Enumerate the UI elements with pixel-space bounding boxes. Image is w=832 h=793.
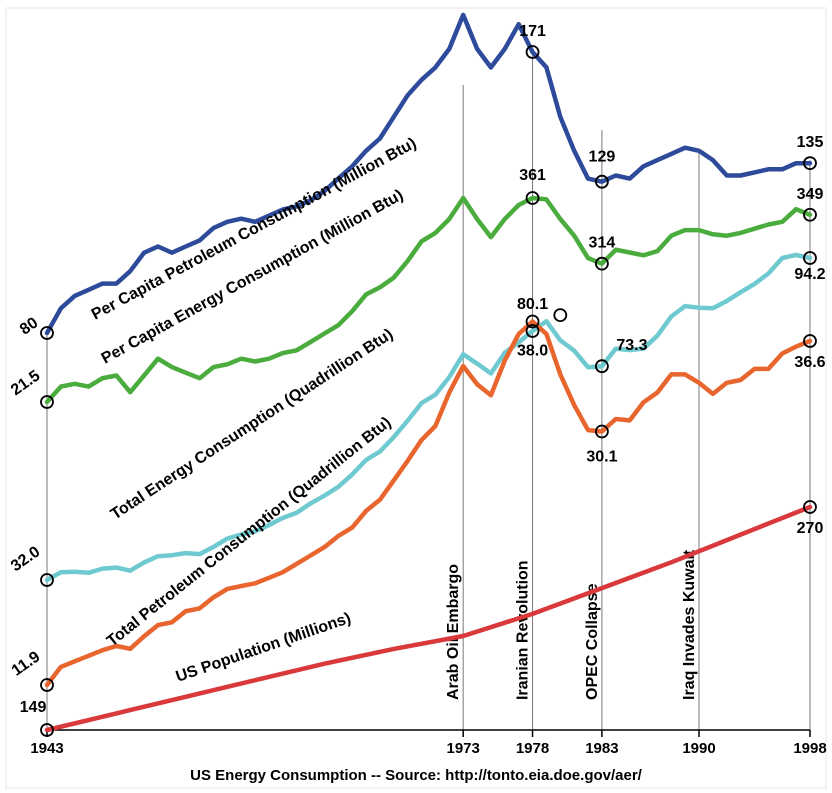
x-tick-label: 1978 — [516, 740, 549, 757]
data-point-marker — [595, 174, 609, 189]
data-value-label: 314 — [589, 235, 616, 252]
data-value-label: 349 — [797, 186, 824, 203]
data-value-label: 270 — [797, 520, 824, 537]
event-label: Iraq Invades Kuwait — [681, 549, 698, 700]
series-line — [44, 195, 813, 405]
data-value-label: 32.0 — [8, 543, 43, 575]
data-value-label: 361 — [519, 167, 546, 184]
series-line — [44, 319, 813, 688]
event-label-bg — [444, 560, 463, 702]
event-label-bg — [680, 534, 699, 702]
data-point-marker — [595, 256, 609, 271]
data-value-label: 38.0 — [517, 343, 548, 360]
series-name-label: Total Petroleum Consumption (Quadrillion… — [104, 414, 395, 650]
x-tick-label: 1943 — [30, 740, 63, 757]
event-label: OPEC Collapse — [584, 583, 601, 700]
data-point-marker — [803, 334, 817, 348]
data-value-label: 73.3 — [616, 337, 647, 354]
data-value-label: 171 — [519, 23, 546, 40]
data-point-marker — [803, 156, 817, 171]
data-value-label: 149 — [20, 699, 47, 716]
data-value-label: 30.1 — [586, 449, 617, 466]
series-name-label: Per Capita Petroleum Consumption (Millio… — [89, 135, 420, 324]
series-name-label: Per Capita Energy Consumption (Million B… — [99, 187, 407, 368]
data-point-marker — [40, 395, 54, 409]
event-label-bg — [582, 586, 601, 702]
data-value-label: 80 — [17, 314, 41, 338]
data-point-marker — [40, 678, 54, 692]
data-point-marker — [525, 45, 540, 59]
series-line — [44, 504, 813, 733]
data-value-label: 135 — [797, 134, 824, 151]
series-name-label: US Population (Millions) — [174, 610, 353, 686]
x-tick-label: 1973 — [446, 740, 479, 757]
data-point-marker — [803, 500, 817, 514]
event-label: Iranian Revolution — [515, 560, 532, 700]
series-line — [44, 252, 813, 583]
data-value-label: 80.1 — [517, 296, 548, 313]
data-value-label: 36.6 — [794, 354, 825, 371]
data-value-label: 129 — [589, 149, 616, 166]
data-point-marker — [553, 308, 568, 323]
data-point-marker — [40, 723, 54, 737]
series-name-label: Total Energy Consumption (Quadrillion Bt… — [108, 326, 396, 524]
x-tick-label: 1998 — [793, 740, 826, 757]
event-label-bg — [513, 543, 532, 702]
data-value-label: 94.2 — [794, 266, 825, 283]
event-label: Arab Oil Embargo — [445, 564, 462, 700]
data-point-marker — [40, 326, 54, 340]
data-point-marker — [525, 324, 540, 338]
data-point-marker — [525, 191, 540, 205]
data-point-marker — [803, 207, 817, 222]
data-value-label: 21.5 — [8, 367, 43, 399]
data-point-marker — [595, 424, 609, 439]
data-value-label: 11.9 — [9, 648, 44, 679]
x-tick-label: 1983 — [585, 740, 618, 757]
data-point-marker — [525, 314, 540, 329]
chart-frame — [5, 7, 827, 789]
series-line — [44, 12, 813, 336]
data-point-marker — [803, 251, 817, 265]
data-point-marker — [40, 573, 54, 587]
data-point-marker — [595, 359, 609, 374]
x-tick-label: 1990 — [682, 740, 715, 757]
chart-caption: US Energy Consumption -- Source: http://… — [190, 767, 643, 784]
